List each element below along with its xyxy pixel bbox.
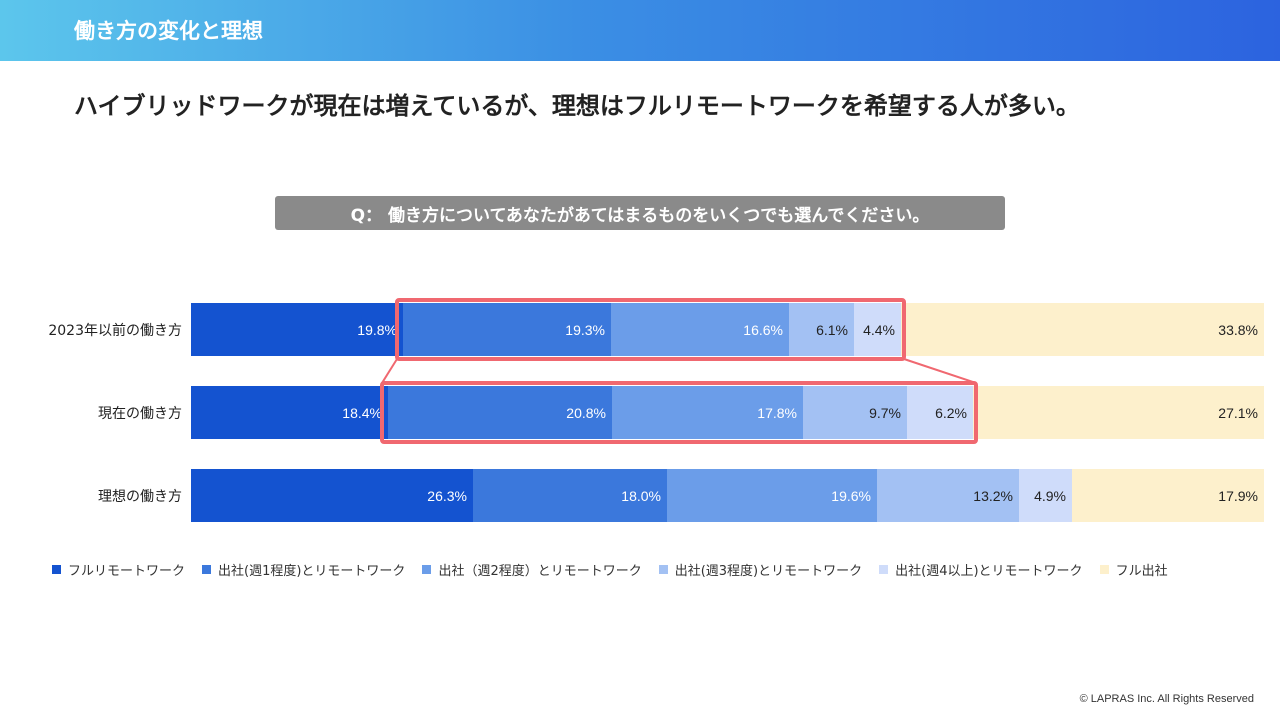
data-label: 4.4% — [863, 321, 895, 338]
page-title: 働き方の変化と理想 — [74, 19, 263, 43]
data-label: 13.2% — [973, 487, 1013, 504]
chart-legend: フルリモートワーク 出社(週1程度)とリモートワーク 出社（週2程度）とリモートワー… — [52, 560, 1185, 579]
data-label: 19.6% — [831, 487, 871, 504]
legend-item: 出社(週4以上)とリモートワーク — [879, 560, 1083, 579]
connector-line — [381, 358, 398, 384]
bar-segment: 19.6% — [667, 469, 877, 522]
data-label: 17.8% — [757, 404, 797, 421]
bar-segment: 6.1% — [789, 303, 854, 356]
legend-label: 出社(週1程度)とリモートワーク — [218, 564, 406, 579]
legend-item: 出社（週2程度）とリモートワーク — [422, 560, 642, 579]
data-label: 6.1% — [816, 321, 848, 338]
data-label: 27.1% — [1218, 404, 1258, 421]
row-label: 現在の働き方 — [98, 406, 182, 422]
legend-label: フル出社 — [1115, 564, 1168, 579]
data-label: 20.8% — [566, 404, 606, 421]
legend-swatch — [52, 565, 61, 574]
bar-segment: 17.8% — [612, 386, 803, 439]
bar-segment: 6.2% — [907, 386, 973, 439]
data-label: 17.9% — [1218, 487, 1258, 504]
headline: ハイブリッドワークが現在は増えているが、理想はフルリモートワークを希望する人が多… — [74, 92, 1080, 120]
data-label: 18.0% — [621, 487, 661, 504]
question-banner: Q： 働き方についてあなたがあてはまるものをいくつでも選んでください。 — [275, 196, 1005, 230]
legend-swatch — [202, 565, 212, 574]
legend-item: フル出社 — [1099, 560, 1168, 579]
legend-label: 出社（週2程度）とリモートワーク — [438, 564, 642, 579]
data-label: 16.6% — [743, 321, 783, 338]
bar-segment: 20.8% — [388, 386, 612, 439]
data-label: 6.2% — [935, 404, 967, 421]
legend-label: フルリモートワーク — [68, 564, 186, 579]
bar-segment: 18.4% — [191, 386, 388, 439]
legend-swatch — [658, 565, 668, 574]
bar-segment: 4.9% — [1019, 469, 1072, 522]
highlight-box — [380, 381, 978, 444]
bar-segment: 19.3% — [403, 303, 611, 356]
bar-segment: 4.4% — [854, 303, 901, 356]
legend-item: 出社(週1程度)とリモートワーク — [202, 560, 405, 579]
bar-segment: 16.6% — [611, 303, 789, 356]
bar-segment: 27.1% — [973, 386, 1264, 439]
data-label: 9.7% — [869, 404, 901, 421]
bar-row: 26.3% 18.0% 19.6% 13.2% 4.9% 17.9% — [191, 469, 1264, 522]
bar-segment: 9.7% — [803, 386, 907, 439]
data-label: 18.4% — [342, 404, 382, 421]
row-label: 理想の働き方 — [98, 489, 182, 505]
legend-item: 出社(週3程度)とリモートワーク — [658, 560, 863, 579]
legend-label: 出社(週3程度)とリモートワーク — [674, 564, 863, 579]
data-label: 19.3% — [565, 321, 605, 338]
legend-label: 出社(週4以上)とリモートワーク — [895, 564, 1083, 579]
bar-row: 18.4% 20.8% 17.8% 9.7% 6.2% 27.1% — [191, 386, 1264, 439]
data-label: 33.8% — [1218, 321, 1258, 338]
bar-segment: 17.9% — [1072, 469, 1264, 522]
bar-segment: 18.0% — [473, 469, 667, 522]
legend-item: フルリモートワーク — [52, 560, 185, 579]
legend-swatch — [422, 565, 432, 574]
legend-swatch — [1099, 565, 1109, 574]
data-label: 26.3% — [427, 487, 467, 504]
bar-segment: 13.2% — [877, 469, 1019, 522]
bar-row: 19.8% 19.3% 16.6% 6.1% 4.4% 33.8% — [191, 303, 1264, 356]
bar-segment: 26.3% — [191, 469, 473, 522]
bar-segment: 19.8% — [191, 303, 403, 356]
legend-swatch — [879, 565, 889, 574]
highlight-box — [395, 298, 906, 361]
copyright: © LAPRAS Inc. All Rights Reserved — [1079, 693, 1254, 705]
connector-line — [903, 358, 977, 384]
data-label: 4.9% — [1034, 487, 1066, 504]
data-label: 19.8% — [357, 321, 397, 338]
bar-segment: 33.8% — [901, 303, 1264, 356]
header-bar: 働き方の変化と理想 — [0, 0, 1280, 61]
row-label: 2023年以前の働き方 — [48, 323, 182, 339]
